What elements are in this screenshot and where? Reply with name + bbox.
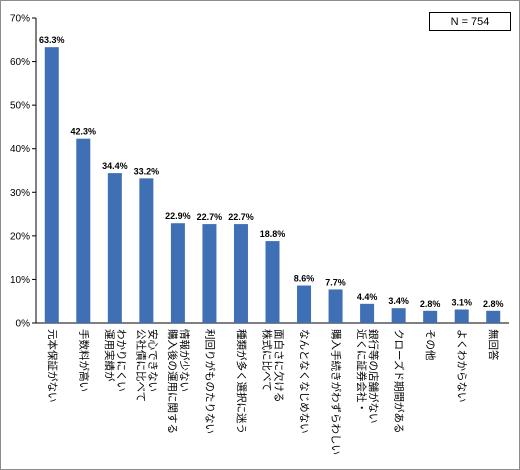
- y-tick-label: 60%: [10, 57, 30, 68]
- bar: [328, 289, 343, 323]
- data-label: 4.4%: [357, 292, 378, 302]
- data-label: 3.1%: [451, 297, 472, 307]
- bar: [360, 303, 375, 323]
- chart-bars: [44, 47, 501, 323]
- y-tick-label: 30%: [10, 188, 30, 199]
- data-label: 42.3%: [71, 127, 97, 137]
- bar: [76, 138, 91, 323]
- data-label: 8.6%: [294, 274, 315, 284]
- data-label: 33.2%: [134, 166, 160, 176]
- bar: [486, 310, 501, 323]
- category-label: 手数料が高い: [77, 329, 90, 392]
- chart-data-labels: 63.3% 42.3% 34.4% 33.2% 22.9% 22.7% 22.7% 18.8%…: [39, 35, 503, 309]
- bar: [265, 241, 280, 323]
- category-label: 安心できない: [146, 329, 159, 392]
- y-tick-label: 0%: [16, 319, 31, 330]
- category-label: 近くに証券会社・: [355, 329, 368, 413]
- y-tick-label: 20%: [10, 231, 30, 242]
- category-label: なんとなくなじめない: [298, 329, 310, 434]
- data-label: 2.8%: [483, 299, 504, 309]
- y-tick-label: 10%: [10, 275, 30, 286]
- category-label: 情報が少ない: [178, 329, 191, 392]
- category-label: 購入後の運用に関する: [166, 329, 179, 434]
- y-tick-label: 50%: [10, 101, 30, 112]
- bar: [454, 309, 469, 323]
- category-label: 元本保証がない: [46, 329, 59, 403]
- category-label: 種類が多く選択に迷う: [235, 329, 248, 434]
- category-label: その他: [424, 329, 437, 361]
- category-label: 株式に比べて: [261, 329, 274, 392]
- bar: [423, 310, 438, 323]
- category-label: 利回りがものたりない: [203, 329, 216, 434]
- category-label: 購入手続きがわずらわしい: [330, 329, 343, 455]
- bar: [44, 47, 59, 323]
- sample-size-note: N = 754: [429, 12, 511, 31]
- category-label: 無回答: [487, 329, 500, 361]
- category-label: 面白さに欠ける: [273, 329, 286, 403]
- y-tick-label: 70%: [10, 14, 30, 25]
- data-label: 34.4%: [102, 161, 128, 171]
- y-tick-label: 40%: [10, 144, 30, 155]
- data-label: 63.3%: [39, 35, 65, 45]
- bar: [391, 308, 406, 323]
- bar: [170, 223, 185, 323]
- data-label: 22.9%: [165, 211, 191, 221]
- category-label: クローズド期間がある: [393, 329, 406, 433]
- category-label: わかりにくい: [115, 329, 127, 392]
- data-label: 2.8%: [420, 299, 441, 309]
- category-label: 運用実績が: [103, 329, 116, 382]
- bar: [107, 173, 122, 323]
- category-label: よくわからない: [456, 329, 468, 403]
- bar: [139, 178, 154, 323]
- data-label: 22.7%: [228, 212, 254, 222]
- bar: [297, 285, 312, 323]
- data-label: 7.7%: [325, 277, 346, 287]
- data-label: 22.7%: [197, 212, 223, 222]
- data-label: 18.8%: [260, 229, 286, 239]
- category-label: 公社債に比べて: [134, 329, 147, 402]
- data-label: 3.4%: [388, 296, 409, 306]
- category-label: 銀行等の店舗がない: [367, 329, 380, 424]
- bar: [233, 224, 248, 323]
- bar: [202, 224, 217, 323]
